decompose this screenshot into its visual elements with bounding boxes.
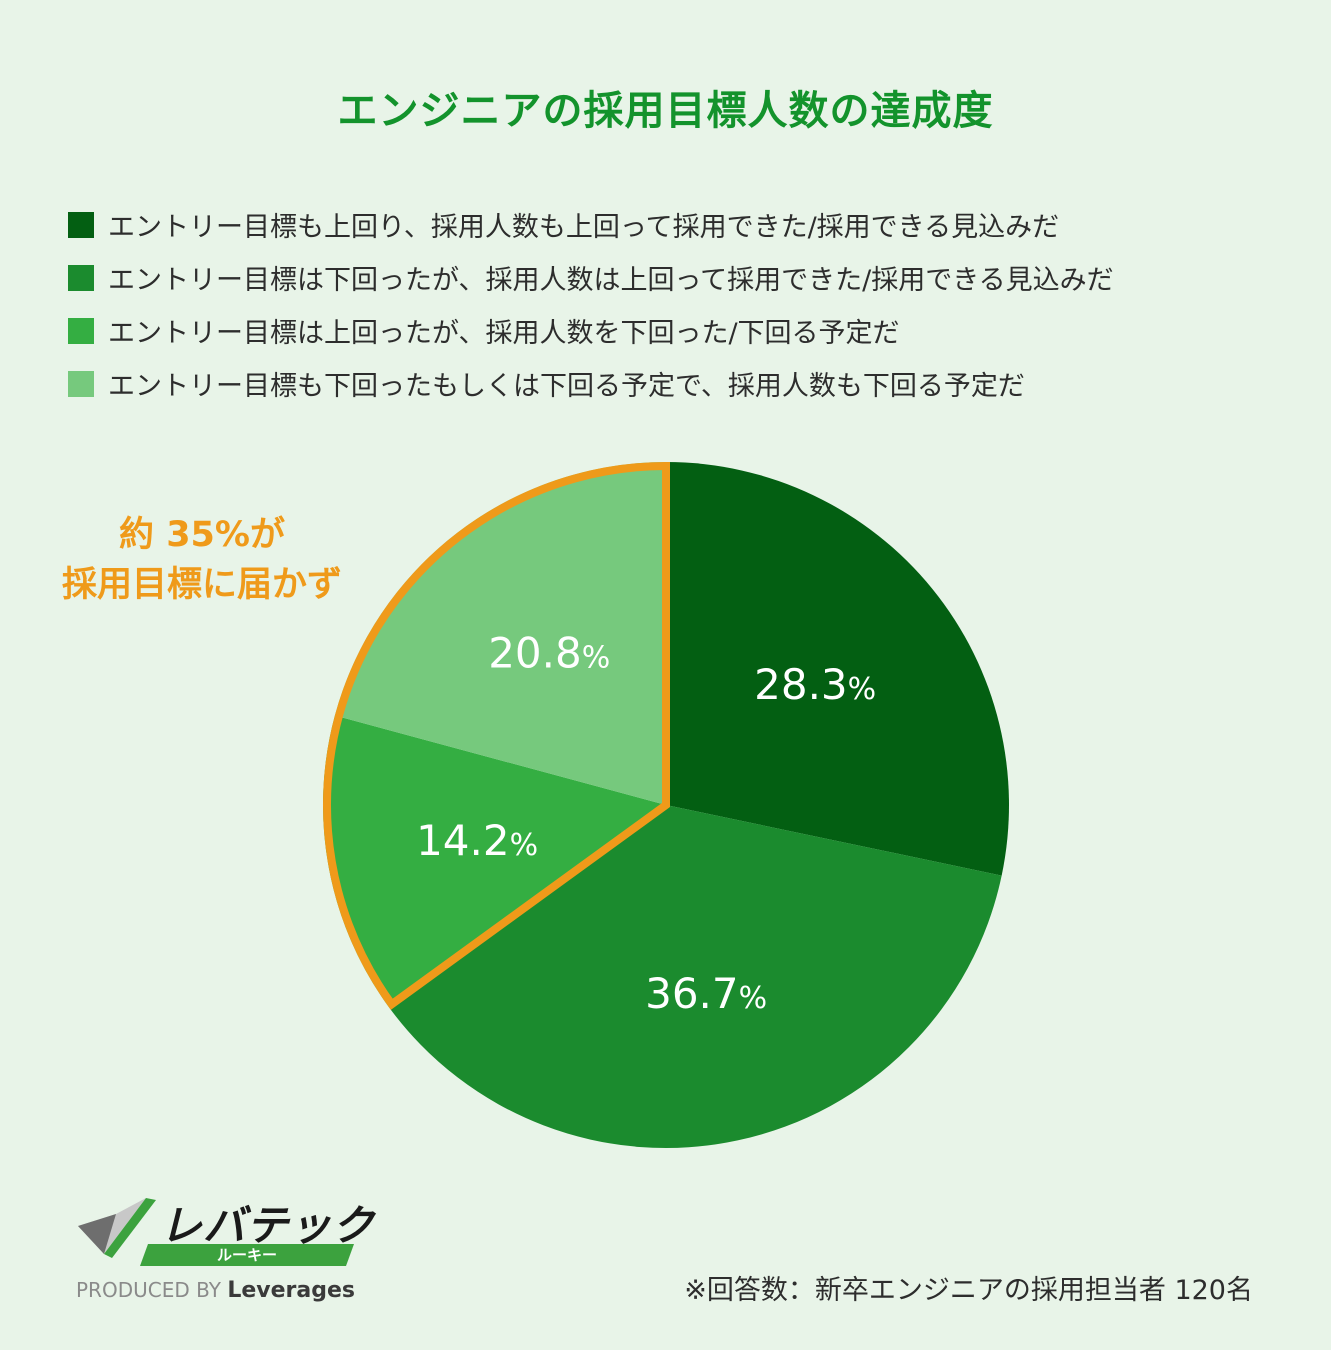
produced-by-text: PRODUCED BY	[76, 1278, 221, 1302]
callout-annotation: 約 35%が 採用目標に届かず	[22, 510, 382, 610]
legend-label: エントリー目標は下回ったが、採用人数は上回って採用できた/採用できる見込みだ	[108, 265, 1114, 296]
legend: エントリー目標も上回り、採用人数も上回って採用できた/採用できる見込みだ エント…	[68, 198, 1308, 410]
pie-slice	[388, 805, 1002, 1148]
legend-item: エントリー目標も下回ったもしくは下回る予定で、採用人数も下回る予定だ	[68, 357, 1308, 410]
legend-swatch	[68, 264, 94, 291]
checkmark-icon	[78, 1198, 156, 1258]
slice-value-label: 14.2%	[416, 816, 538, 865]
legend-label: エントリー目標も下回ったもしくは下回る予定で、採用人数も下回る予定だ	[108, 371, 1025, 402]
legend-label: エントリー目標は上回ったが、採用人数を下回った/下回る予定だ	[108, 318, 900, 349]
brand-name: Leverages	[227, 1278, 355, 1303]
legend-item: エントリー目標は上回ったが、採用人数を下回った/下回る予定だ	[68, 304, 1308, 357]
callout-line: 約 35%が	[119, 515, 285, 555]
legend-swatch	[68, 370, 94, 397]
logo-name: レバテック	[160, 1201, 376, 1250]
legend-item: エントリー目標も上回り、採用人数も上回って採用できた/採用できる見込みだ	[68, 198, 1308, 251]
legend-swatch	[68, 211, 94, 238]
produced-by-line: PRODUCED BY Leverages	[76, 1278, 355, 1303]
brand-logo: レバテック ルーキー PRODUCED BY Leverages	[76, 1192, 376, 1312]
pie-slice	[334, 462, 666, 805]
footnote: ※回答数：新卒エンジニアの採用担当者 120名	[684, 1275, 1253, 1306]
slice-value-label: 36.7%	[645, 969, 767, 1018]
legend-label: エントリー目標も上回り、採用人数も上回って採用できた/採用できる見込みだ	[108, 212, 1060, 243]
chart-title: エンジニアの採用目標人数の達成度	[337, 88, 994, 134]
logo-subtitle: ルーキー	[216, 1246, 277, 1264]
pie-slice	[666, 462, 1009, 876]
callout-line: 採用目標に届かず	[61, 565, 342, 605]
highlight-outline	[322, 461, 670, 1010]
legend-item: エントリー目標は下回ったが、採用人数は上回って採用できた/採用できる見込みだ	[68, 251, 1308, 304]
slice-value-label: 28.3%	[754, 660, 876, 709]
legend-swatch	[68, 317, 94, 344]
pie-slice	[322, 715, 666, 1007]
slice-value-label: 20.8%	[488, 628, 610, 677]
